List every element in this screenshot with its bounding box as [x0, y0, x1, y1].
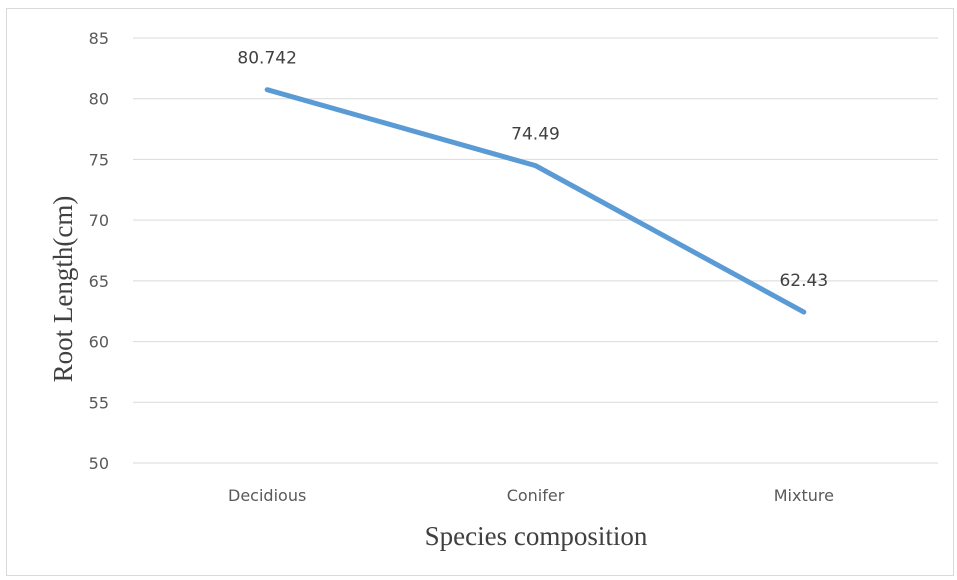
y-tick-label: 65: [89, 272, 109, 291]
y-axis-title: Root Length(cm): [48, 196, 78, 383]
y-tick-label: 75: [89, 150, 109, 169]
y-tick-label: 50: [89, 454, 109, 473]
data-labels: 80.742 74.49 62.43: [237, 49, 828, 291]
y-tick-label: 55: [89, 393, 109, 412]
gridlines: [133, 37, 938, 464]
y-tick-label: 85: [89, 29, 109, 48]
chart-frame: [6, 8, 954, 576]
data-label: 74.49: [511, 125, 560, 145]
x-axis-title: Species composition: [425, 521, 648, 551]
x-tick-label: Decidious: [228, 486, 306, 505]
x-tick-label: Conifer: [507, 486, 565, 505]
data-label: 62.43: [779, 271, 828, 291]
x-tick-label: Mixture: [774, 486, 834, 505]
y-tick-label: 60: [89, 333, 109, 352]
y-tick-label: 70: [89, 211, 109, 230]
y-axis-ticks: 50 55 60 65 70 75 80 85: [89, 29, 109, 473]
series-line: [264, 87, 807, 315]
y-tick-label: 80: [89, 90, 109, 109]
data-label: 80.742: [237, 49, 296, 69]
x-axis-ticks: Decidious Conifer Mixture: [228, 486, 834, 505]
series-layer: [264, 87, 807, 315]
